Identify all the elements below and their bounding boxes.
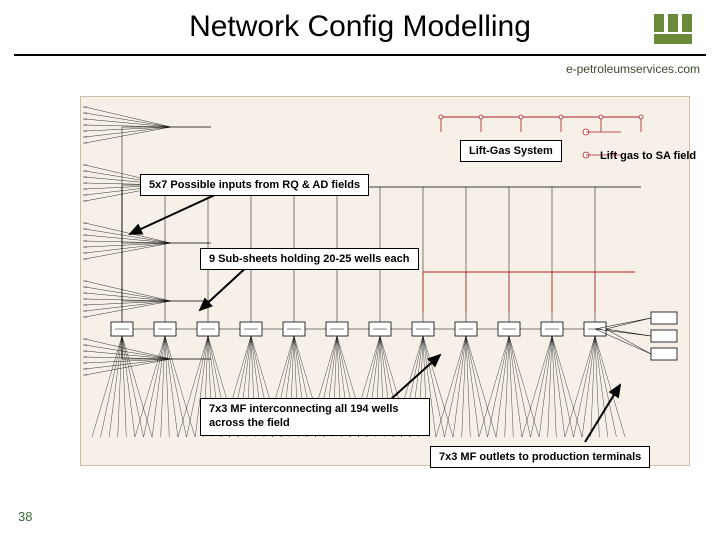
- label-subsheets: 9 Sub-sheets holding 20-25 wells each: [200, 248, 419, 270]
- label-lift-gas-system: Lift-Gas System: [460, 140, 562, 162]
- page-number: 38: [18, 509, 32, 524]
- label-outlets: 7x3 MF outlets to production terminals: [430, 446, 650, 468]
- company-url: e-petroleumservices.com: [566, 62, 700, 76]
- slide: Network Config Modelling e-petroleumserv…: [0, 0, 720, 540]
- slide-title: Network Config Modelling: [0, 10, 720, 44]
- arrow-outlets: [565, 380, 645, 450]
- label-inputs: 5x7 Possible inputs from RQ & AD fields: [140, 174, 369, 196]
- label-interconnect: 7x3 MF interconnecting all 194 wells acr…: [200, 398, 430, 436]
- label-lift-gas-sa: Lift gas to SA field: [600, 150, 696, 162]
- title-rule: [14, 54, 706, 56]
- eps-logo: [654, 14, 702, 46]
